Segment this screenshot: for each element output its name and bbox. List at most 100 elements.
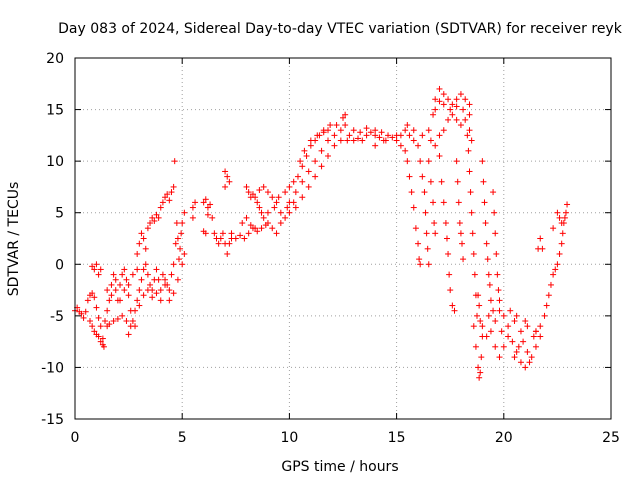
data-point xyxy=(157,297,164,304)
data-point xyxy=(134,266,141,273)
data-point xyxy=(247,222,254,229)
data-point xyxy=(102,318,109,325)
data-point xyxy=(140,292,147,299)
data-point xyxy=(87,318,94,325)
data-point xyxy=(142,261,149,268)
data-point xyxy=(181,209,188,216)
data-point xyxy=(483,240,490,247)
data-point xyxy=(427,178,434,185)
data-point xyxy=(258,209,265,216)
data-point xyxy=(436,98,443,105)
data-point xyxy=(485,271,492,278)
data-point xyxy=(99,335,106,342)
data-point xyxy=(324,137,331,144)
data-point xyxy=(453,96,460,103)
data-point xyxy=(440,199,447,206)
data-point xyxy=(147,220,154,227)
data-point xyxy=(286,199,293,206)
data-point xyxy=(89,323,96,330)
data-point xyxy=(517,328,524,335)
data-point xyxy=(333,122,340,129)
data-point xyxy=(136,240,143,247)
data-point xyxy=(484,256,491,263)
data-point xyxy=(562,209,569,216)
data-point xyxy=(273,199,280,206)
data-point xyxy=(112,287,119,294)
data-point xyxy=(552,266,559,273)
data-point xyxy=(125,292,132,299)
data-point xyxy=(164,281,171,288)
data-point xyxy=(170,183,177,190)
data-point xyxy=(292,189,299,196)
data-point xyxy=(404,122,411,129)
data-point xyxy=(350,127,357,134)
data-point xyxy=(174,235,181,242)
y-tick-label: 5 xyxy=(55,206,64,222)
data-point xyxy=(432,96,439,103)
data-point xyxy=(532,343,539,350)
data-point xyxy=(179,220,186,227)
data-point xyxy=(355,135,362,142)
data-point xyxy=(324,152,331,159)
data-point xyxy=(438,178,445,185)
data-point xyxy=(144,287,151,294)
data-point xyxy=(423,230,430,237)
data-point xyxy=(254,228,261,235)
data-point xyxy=(462,96,469,103)
data-point xyxy=(189,214,196,221)
data-point xyxy=(397,142,404,149)
data-point xyxy=(445,116,452,123)
data-point xyxy=(307,137,314,144)
data-point xyxy=(372,142,379,149)
data-point xyxy=(537,235,544,242)
data-point xyxy=(440,101,447,108)
data-point xyxy=(256,187,263,194)
data-point xyxy=(305,168,312,175)
data-point xyxy=(129,318,136,325)
data-point xyxy=(127,323,134,330)
data-point xyxy=(431,220,438,227)
data-point xyxy=(511,354,518,361)
data-point xyxy=(241,235,248,242)
data-point xyxy=(466,101,473,108)
data-point xyxy=(260,214,267,221)
data-point xyxy=(545,292,552,299)
data-point xyxy=(307,142,314,149)
data-point xyxy=(142,245,149,252)
data-point xyxy=(252,225,259,232)
data-point xyxy=(181,250,188,257)
data-point xyxy=(318,163,325,170)
data-point xyxy=(117,281,124,288)
data-point xyxy=(466,111,473,118)
data-point xyxy=(404,158,411,165)
data-point xyxy=(299,163,306,170)
data-point xyxy=(82,308,89,315)
data-point xyxy=(209,214,216,221)
data-point xyxy=(121,287,128,294)
data-point xyxy=(556,250,563,257)
data-point xyxy=(224,173,231,180)
data-point xyxy=(177,245,184,252)
data-point xyxy=(487,328,494,335)
data-point xyxy=(243,183,250,190)
data-point xyxy=(119,312,126,319)
data-point xyxy=(217,235,224,242)
data-point xyxy=(495,287,502,294)
data-point xyxy=(492,343,499,350)
data-point xyxy=(389,134,396,141)
data-point xyxy=(277,220,284,227)
data-point xyxy=(505,323,512,330)
data-point xyxy=(410,127,417,134)
data-point xyxy=(436,85,443,92)
data-point xyxy=(91,266,98,273)
data-point xyxy=(264,220,271,227)
data-point xyxy=(301,147,308,154)
data-point xyxy=(331,132,338,139)
data-point xyxy=(179,261,186,268)
data-point xyxy=(144,225,151,232)
data-point xyxy=(479,323,486,330)
data-point xyxy=(91,294,98,301)
data-point xyxy=(97,266,104,273)
